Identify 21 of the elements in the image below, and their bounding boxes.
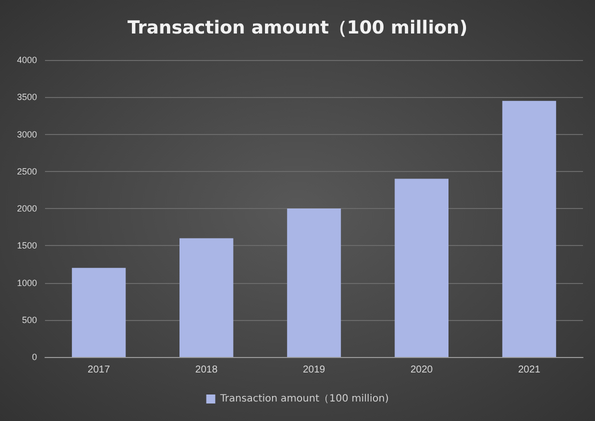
bar xyxy=(72,268,126,357)
y-tick-label: 3500 xyxy=(16,92,37,102)
x-tick-label: 2021 xyxy=(518,364,541,376)
y-tick-label: 2500 xyxy=(16,166,37,176)
x-tick-label: 2018 xyxy=(195,364,218,376)
y-tick-label: 500 xyxy=(22,314,37,325)
y-tick-label: 2000 xyxy=(16,204,37,214)
bar xyxy=(180,238,234,357)
y-tick-label: 1500 xyxy=(16,240,37,251)
y-tick-label: 0 xyxy=(32,352,37,362)
bar xyxy=(502,100,556,357)
y-tick-label: 1000 xyxy=(16,278,37,288)
legend-label: Transaction amount（100 million) xyxy=(219,394,389,404)
x-tick-label: 2020 xyxy=(410,364,434,376)
bar xyxy=(394,178,448,357)
y-tick-label: 3000 xyxy=(16,129,37,140)
bar xyxy=(287,208,341,357)
x-tick-label: 2017 xyxy=(88,364,110,376)
x-tick-label: 2019 xyxy=(302,364,326,376)
chart-title: Transaction amount（100 million) xyxy=(127,18,468,38)
y-tick-label: 4000 xyxy=(16,55,37,65)
